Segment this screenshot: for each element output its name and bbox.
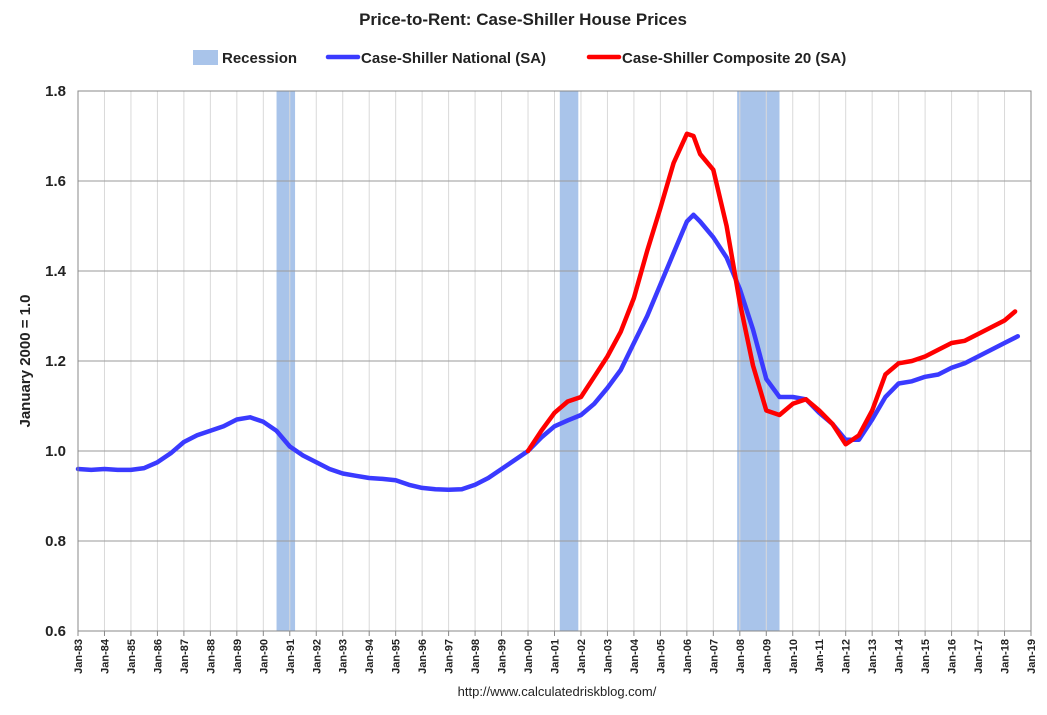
- x-tick-label: Jan-06: [682, 639, 694, 674]
- x-tick-label: Jan-16: [947, 639, 959, 674]
- x-tick-label: Jan-89: [232, 639, 244, 674]
- x-tick-label: Jan-13: [867, 639, 879, 674]
- series-line-national: [75, 212, 1021, 492]
- y-tick-label: 1.6: [45, 173, 66, 190]
- x-tick-label: Jan-88: [205, 639, 217, 674]
- plot-area: [75, 90, 1032, 632]
- grid: [77, 90, 1032, 632]
- x-tick-label: Jan-10: [788, 639, 800, 674]
- series-line-composite20: [525, 131, 1018, 454]
- legend-swatch-recession: [193, 50, 218, 65]
- series: [75, 131, 1021, 492]
- y-tick-label: 0.8: [45, 533, 66, 550]
- y-axis: 0.6 0.8 1.0 1.2 1.4 1.6 1.8: [45, 83, 67, 640]
- legend-label-composite20: Case-Shiller Composite 20 (SA): [622, 50, 846, 67]
- x-tick-label: Jan-18: [1000, 639, 1012, 674]
- x-axis: Jan-83 Jan-84 Jan-85 Jan-86 Jan-87 Jan-88 Jan-…: [73, 631, 1038, 674]
- y-tick-label: 1.8: [45, 83, 66, 100]
- x-tick-label: Jan-94: [364, 638, 376, 674]
- y-tick-label: 1.2: [45, 353, 66, 370]
- source-url: http://www.calculatedriskblog.com/: [458, 684, 657, 699]
- x-tick-label: Jan-19: [1026, 639, 1038, 674]
- x-tick-label: Jan-90: [258, 639, 270, 674]
- legend-label-recession: Recession: [222, 50, 297, 67]
- x-tick-label: Jan-98: [470, 639, 482, 674]
- y-axis-label: January 2000 = 1.0: [17, 294, 34, 427]
- legend: Recession Case-Shiller National (SA) Cas…: [193, 50, 846, 67]
- y-tick-label: 1.4: [45, 263, 67, 280]
- x-tick-label: Jan-02: [576, 639, 588, 674]
- x-tick-label: Jan-91: [285, 639, 297, 674]
- x-tick-label: Jan-92: [311, 639, 323, 674]
- x-tick-label: Jan-00: [523, 639, 535, 674]
- x-tick-label: Jan-01: [550, 639, 562, 674]
- x-tick-label: Jan-97: [444, 639, 456, 674]
- x-tick-label: Jan-87: [179, 639, 191, 674]
- x-tick-label: Jan-08: [735, 639, 747, 674]
- x-tick-label: Jan-83: [73, 639, 85, 674]
- x-tick-label: Jan-07: [708, 639, 720, 674]
- x-tick-label: Jan-04: [629, 638, 641, 674]
- x-tick-label: Jan-96: [417, 639, 429, 674]
- x-tick-label: Jan-03: [602, 639, 614, 674]
- x-tick-label: Jan-86: [152, 639, 164, 674]
- x-tick-label: Jan-14: [894, 638, 906, 674]
- x-tick-label: Jan-12: [841, 639, 853, 674]
- x-tick-label: Jan-84: [99, 638, 111, 674]
- x-tick-label: Jan-11: [814, 639, 826, 673]
- x-tick-label: Jan-09: [761, 639, 773, 674]
- x-tick-label: Jan-93: [338, 639, 350, 674]
- x-tick-label: Jan-99: [497, 639, 509, 674]
- x-tick-label: Jan-95: [391, 639, 403, 674]
- legend-label-national: Case-Shiller National (SA): [361, 50, 546, 67]
- x-tick-label: Jan-17: [973, 639, 985, 674]
- x-tick-label: Jan-15: [920, 639, 932, 674]
- chart-title: Price-to-Rent: Case-Shiller House Prices: [359, 10, 687, 29]
- y-tick-label: 0.6: [45, 623, 66, 640]
- y-tick-label: 1.0: [45, 443, 66, 460]
- x-tick-label: Jan-05: [655, 639, 667, 674]
- x-tick-label: Jan-85: [126, 639, 138, 674]
